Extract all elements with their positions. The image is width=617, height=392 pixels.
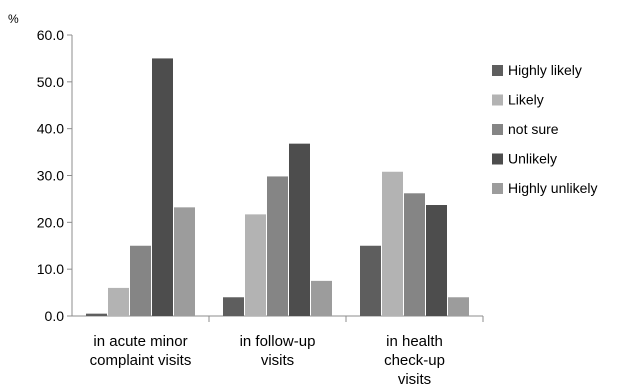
bar-unlikely xyxy=(426,205,447,316)
legend-swatch xyxy=(492,94,503,106)
legend-label: Likely xyxy=(508,92,544,108)
bar-likely xyxy=(382,171,403,316)
y-axis-ticks: 0.0 10.0 20.0 30.0 40.0 50.0 60.0 xyxy=(37,27,72,324)
bar-highly-likely xyxy=(223,297,244,316)
y-tick-label: 20.0 xyxy=(37,214,64,230)
bar-highly-likely xyxy=(86,313,107,316)
legend-swatch xyxy=(492,153,503,165)
bar-unlikely xyxy=(289,143,310,316)
x-category-label: check-up xyxy=(384,352,445,369)
y-tick-label: 0.0 xyxy=(45,308,65,324)
x-category-label: complaint visits xyxy=(90,352,192,369)
bar-highly-likely xyxy=(360,245,381,316)
legend: Highly likely Likely not sure Unlikely Highl… xyxy=(492,62,597,196)
y-tick-label: 30.0 xyxy=(37,168,64,184)
x-category-label: visits xyxy=(261,352,294,369)
y-tick-label: 40.0 xyxy=(37,121,64,137)
bar-not-sure xyxy=(404,193,425,316)
legend-label: Unlikely xyxy=(508,151,557,167)
x-category-label: in acute minor xyxy=(93,333,187,350)
legend-label: Highly likely xyxy=(508,62,582,78)
bar-likely xyxy=(245,214,266,316)
legend-swatch xyxy=(492,124,503,135)
legend-label: Highly unlikely xyxy=(508,180,597,196)
bar-likely xyxy=(108,287,129,316)
bar-highly-unlikely xyxy=(311,280,332,316)
x-category-label: in health xyxy=(386,333,443,350)
y-tick-label: 10.0 xyxy=(37,261,64,277)
x-category-label: in follow-up xyxy=(240,333,316,350)
x-axis-category-labels: in acute minor complaint visits in follow-… xyxy=(90,333,445,388)
bar-not-sure xyxy=(267,176,288,316)
bar-unlikely xyxy=(152,58,173,317)
bar-not-sure xyxy=(130,245,151,316)
y-tick-label: 50.0 xyxy=(37,74,64,90)
bar-highly-unlikely xyxy=(174,207,195,316)
legend-swatch xyxy=(492,183,503,194)
bar-highly-unlikely xyxy=(448,297,469,316)
legend-swatch xyxy=(492,65,503,76)
x-category-label: visits xyxy=(398,371,431,388)
bar-series-group xyxy=(86,58,469,317)
y-axis-unit-label: % xyxy=(8,12,19,26)
legend-label: not sure xyxy=(508,121,559,137)
y-tick-label: 60.0 xyxy=(37,27,64,43)
